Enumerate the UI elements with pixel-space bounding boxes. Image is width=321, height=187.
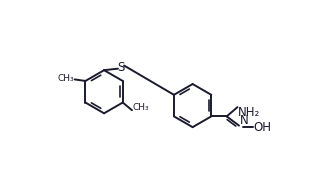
Text: CH₃: CH₃: [133, 103, 149, 112]
Text: N: N: [240, 114, 248, 127]
Text: CH₃: CH₃: [57, 74, 74, 83]
Text: OH: OH: [254, 121, 272, 134]
Text: S: S: [117, 61, 125, 74]
Text: NH₂: NH₂: [238, 106, 260, 119]
